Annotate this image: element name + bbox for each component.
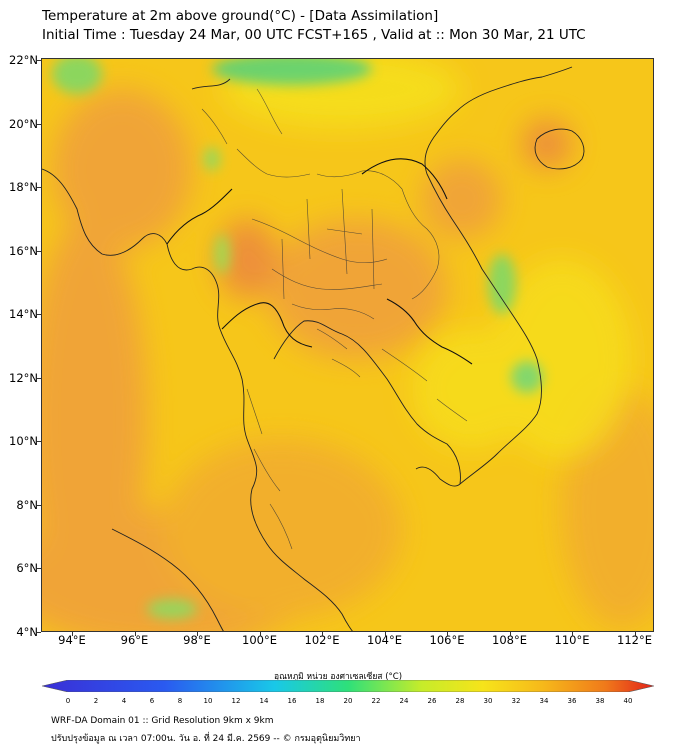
latitude-tick-label: 14°N: [9, 307, 38, 322]
footer-model-info: WRF-DA Domain 01 :: Grid Resolution 9km …: [51, 716, 274, 726]
temperature-field-green: [52, 59, 543, 619]
latitude-tick-mark: [37, 314, 41, 316]
latitude-tick-mark: [37, 377, 41, 379]
colorbar-label: 6: [149, 697, 155, 705]
longitude-tick-mark: [384, 632, 386, 636]
colorbar-label: 24: [399, 697, 409, 705]
longitude-tick-label: 106°E: [429, 633, 465, 647]
colorbar-label: 26: [427, 697, 437, 705]
longitude-tick-mark: [197, 632, 198, 636]
latitude-tick-mark: [37, 187, 41, 189]
longitude-tick-mark: [322, 632, 323, 636]
colorbar: [42, 680, 654, 692]
latitude-tick-label: 6°N: [16, 561, 38, 576]
colorbar-label: 8: [177, 697, 183, 705]
province-borders: [201, 88, 468, 550]
colorbar-label: 20: [343, 697, 353, 705]
longitude-tick-label: 102°E: [304, 633, 340, 647]
colorbar-label: 32: [511, 697, 521, 705]
longitude-tick-mark: [509, 632, 511, 636]
coastlines: [42, 66, 585, 631]
latitude-tick-mark: [37, 568, 41, 570]
latitude-tick-mark: [37, 632, 41, 633]
longitude-tick-label: 96°E: [120, 633, 149, 647]
colorbar-label: 0: [65, 697, 71, 705]
latitude-tick-label: 16°N: [9, 243, 38, 258]
map-subtitle: Initial Time : Tuesday 24 Mar, 00 UTC FC…: [42, 27, 586, 43]
colorbar-label: 34: [539, 697, 549, 705]
colorbar-label: 22: [371, 697, 381, 705]
longitude-tick-label: 94°E: [58, 633, 86, 647]
colorbar-label: 12: [231, 697, 241, 705]
colorbar-label: 16: [287, 697, 297, 705]
colorbar-label: 10: [203, 697, 213, 705]
colorbar-label: 18: [315, 697, 325, 705]
longitude-tick-mark: [72, 632, 73, 636]
longitude-tick-mark: [134, 632, 136, 636]
colorbar-title: อุณหภูมิ หน่วย องศาเซลเซียส (°C): [273, 672, 403, 682]
longitude-tick-label: 104°E: [367, 633, 402, 647]
longitude-tick-label: 98°E: [183, 633, 211, 647]
colorbar-label: 14: [259, 697, 269, 705]
longitude-tick-label: 110°E: [554, 633, 590, 647]
latitude-tick-label: 10°N: [9, 434, 38, 449]
latitude-tick-mark: [37, 250, 41, 252]
footer-update-info: ปรับปรุงข้อมูล ณ เวลา 07:00น. วัน อ. ที่…: [51, 734, 361, 744]
longitude-tick-mark: [447, 632, 448, 636]
temperature-field-warm: [42, 89, 653, 631]
latitude-tick-mark: [37, 60, 41, 61]
latitude-tick-label: 22°N: [9, 53, 38, 67]
longitude-tick-label: 112°E: [617, 633, 652, 647]
longitude-tick-mark: [634, 632, 636, 636]
latitude-tick-label: 18°N: [9, 180, 38, 195]
colorbar-label: 2: [93, 697, 99, 705]
colorbar-label: 38: [595, 697, 605, 705]
map-title: Temperature at 2m above ground(°C) - [Da…: [42, 8, 439, 24]
colorbar-label: 36: [567, 697, 577, 705]
longitude-tick-mark: [572, 632, 573, 636]
longitude-tick-label: 100°E: [242, 633, 277, 647]
latitude-tick-label: 12°N: [9, 370, 38, 385]
longitude-tick-label: 108°E: [492, 633, 527, 647]
latitude-tick-label: 4°N: [16, 625, 38, 639]
colorbar-label: 28: [455, 697, 465, 705]
country-borders: [166, 158, 473, 365]
longitude-tick-mark: [259, 632, 261, 636]
colorbar-label: 4: [121, 697, 127, 705]
latitude-tick-mark: [37, 123, 41, 125]
latitude-tick-mark: [37, 504, 41, 506]
latitude-tick-label: 20°N: [9, 116, 38, 131]
latitude-tick-label: 8°N: [16, 497, 38, 512]
temperature-map[interactable]: [41, 58, 654, 632]
colorbar-label: 30: [483, 697, 493, 705]
latitude-tick-mark: [37, 441, 41, 443]
colorbar-label: 40: [623, 697, 633, 705]
map-canvas: [42, 59, 653, 631]
